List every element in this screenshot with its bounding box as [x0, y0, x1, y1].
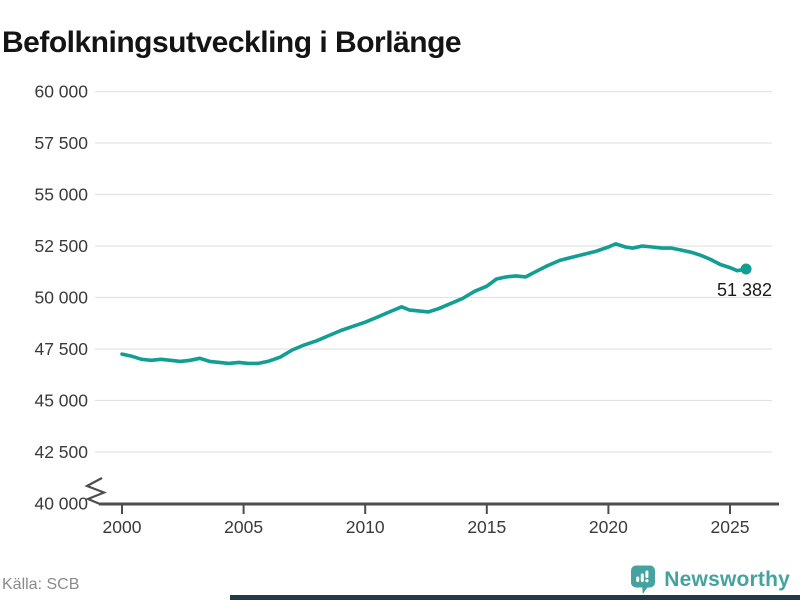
brand-name: Newsworthy — [664, 568, 790, 591]
y-tick-label: 45 000 — [34, 391, 88, 411]
y-tick-label: 57 500 — [34, 133, 88, 153]
y-tick-label: 52 500 — [34, 236, 88, 256]
source-caption: Källa: SCB — [2, 576, 80, 593]
exclamation-stem — [645, 570, 649, 578]
y-tick-label: 55 000 — [34, 185, 88, 205]
bar-small — [636, 576, 640, 582]
newsworthy-logo[interactable]: Newsworthy — [630, 564, 790, 596]
end-point-dot — [740, 263, 752, 275]
y-tick-label: 42 500 — [34, 442, 88, 462]
x-tick-label: 2000 — [103, 517, 142, 537]
bottom-accent-bar — [230, 595, 800, 600]
x-tick-label: 2025 — [711, 517, 750, 537]
chart-title: Befolkningsutveckling i Borlänge — [2, 26, 462, 60]
x-tick-label: 2005 — [224, 517, 263, 537]
y-tick-label: 47 500 — [34, 339, 88, 359]
y-tick-label: 60 000 — [34, 82, 88, 102]
y-tick-label: 40 000 — [34, 494, 88, 514]
x-tick-label: 2010 — [346, 517, 385, 537]
data-line — [120, 242, 748, 366]
end-value-label: 51 382 — [717, 280, 772, 300]
exclamation-dot — [645, 579, 649, 583]
x-tick-label: 2015 — [467, 517, 506, 537]
y-tick-label: 50 000 — [34, 288, 88, 308]
axis-break-zigzag — [84, 477, 107, 506]
bar-tall — [641, 573, 645, 582]
x-tick-label: 2020 — [589, 517, 628, 537]
newsworthy-pin-chart-icon — [631, 565, 656, 594]
